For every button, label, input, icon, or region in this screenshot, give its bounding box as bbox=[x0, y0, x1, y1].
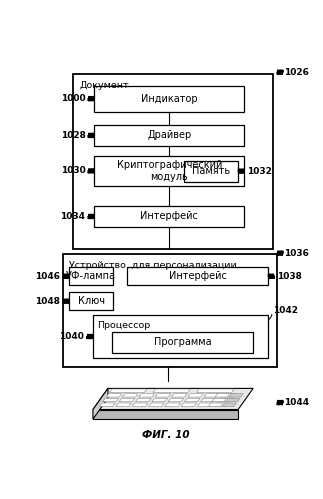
Polygon shape bbox=[149, 403, 164, 406]
Bar bbox=[94, 125, 245, 146]
Bar bbox=[94, 86, 245, 112]
Polygon shape bbox=[93, 388, 108, 419]
Text: 1034: 1034 bbox=[60, 212, 85, 221]
Bar bbox=[69, 267, 113, 285]
Bar bbox=[184, 161, 238, 182]
Text: Индикатор: Индикатор bbox=[141, 94, 198, 104]
Text: 1028: 1028 bbox=[60, 131, 85, 140]
Polygon shape bbox=[122, 394, 138, 397]
Polygon shape bbox=[229, 394, 243, 397]
Polygon shape bbox=[139, 394, 154, 397]
Text: 1030: 1030 bbox=[61, 167, 85, 176]
Polygon shape bbox=[152, 398, 167, 402]
Polygon shape bbox=[103, 398, 118, 402]
Polygon shape bbox=[212, 398, 226, 402]
Polygon shape bbox=[116, 403, 131, 406]
Text: 1026: 1026 bbox=[285, 68, 309, 77]
Polygon shape bbox=[215, 394, 229, 397]
Text: 1040: 1040 bbox=[59, 332, 84, 341]
Polygon shape bbox=[217, 398, 233, 402]
Polygon shape bbox=[155, 394, 171, 397]
Text: 1038: 1038 bbox=[277, 271, 302, 281]
Text: Память: Память bbox=[192, 166, 230, 176]
Bar bbox=[127, 267, 268, 285]
Polygon shape bbox=[119, 398, 135, 402]
Text: Ключ: Ключ bbox=[78, 296, 105, 306]
Text: Интерфейс: Интерфейс bbox=[169, 271, 226, 281]
Polygon shape bbox=[181, 403, 197, 406]
Text: Процессор: Процессор bbox=[97, 321, 150, 330]
Polygon shape bbox=[93, 388, 253, 410]
Bar bbox=[94, 206, 245, 227]
Polygon shape bbox=[221, 394, 236, 397]
Polygon shape bbox=[109, 389, 147, 392]
Text: ФИГ. 10: ФИГ. 10 bbox=[142, 430, 189, 440]
Text: Драйвер: Драйвер bbox=[147, 130, 192, 140]
Polygon shape bbox=[201, 398, 216, 402]
Polygon shape bbox=[136, 398, 151, 402]
Bar bbox=[112, 331, 253, 353]
Text: 1000: 1000 bbox=[61, 94, 85, 103]
Polygon shape bbox=[225, 398, 240, 402]
Bar bbox=[69, 292, 113, 310]
Polygon shape bbox=[184, 398, 200, 402]
Bar bbox=[73, 74, 273, 249]
Polygon shape bbox=[208, 403, 223, 406]
Text: 1036: 1036 bbox=[285, 249, 309, 257]
Polygon shape bbox=[165, 403, 181, 406]
Text: 1044: 1044 bbox=[285, 398, 309, 407]
Text: 1042: 1042 bbox=[273, 306, 298, 315]
Polygon shape bbox=[99, 403, 115, 406]
Polygon shape bbox=[168, 398, 184, 402]
Text: 1046: 1046 bbox=[36, 271, 60, 281]
Bar bbox=[94, 156, 245, 186]
Polygon shape bbox=[197, 389, 234, 392]
Text: 1032: 1032 bbox=[247, 167, 272, 176]
Polygon shape bbox=[153, 389, 190, 392]
Polygon shape bbox=[132, 403, 148, 406]
Text: Интерфейс: Интерфейс bbox=[141, 212, 198, 222]
Polygon shape bbox=[204, 394, 220, 397]
Text: УФ-лампа: УФ-лампа bbox=[66, 271, 116, 281]
Text: Устройство  для персонализации: Устройство для персонализации bbox=[69, 261, 237, 270]
Text: Программа: Программа bbox=[154, 337, 211, 347]
Text: Криптографический
модуль: Криптографический модуль bbox=[117, 160, 222, 182]
Polygon shape bbox=[188, 394, 203, 397]
Polygon shape bbox=[214, 403, 229, 406]
Bar bbox=[93, 315, 268, 358]
Polygon shape bbox=[198, 403, 213, 406]
Text: 1048: 1048 bbox=[36, 297, 60, 306]
Text: Документ: Документ bbox=[79, 81, 129, 90]
Polygon shape bbox=[172, 394, 187, 397]
Bar bbox=[63, 254, 277, 367]
Polygon shape bbox=[93, 410, 238, 419]
Polygon shape bbox=[106, 394, 122, 397]
Polygon shape bbox=[222, 403, 236, 406]
